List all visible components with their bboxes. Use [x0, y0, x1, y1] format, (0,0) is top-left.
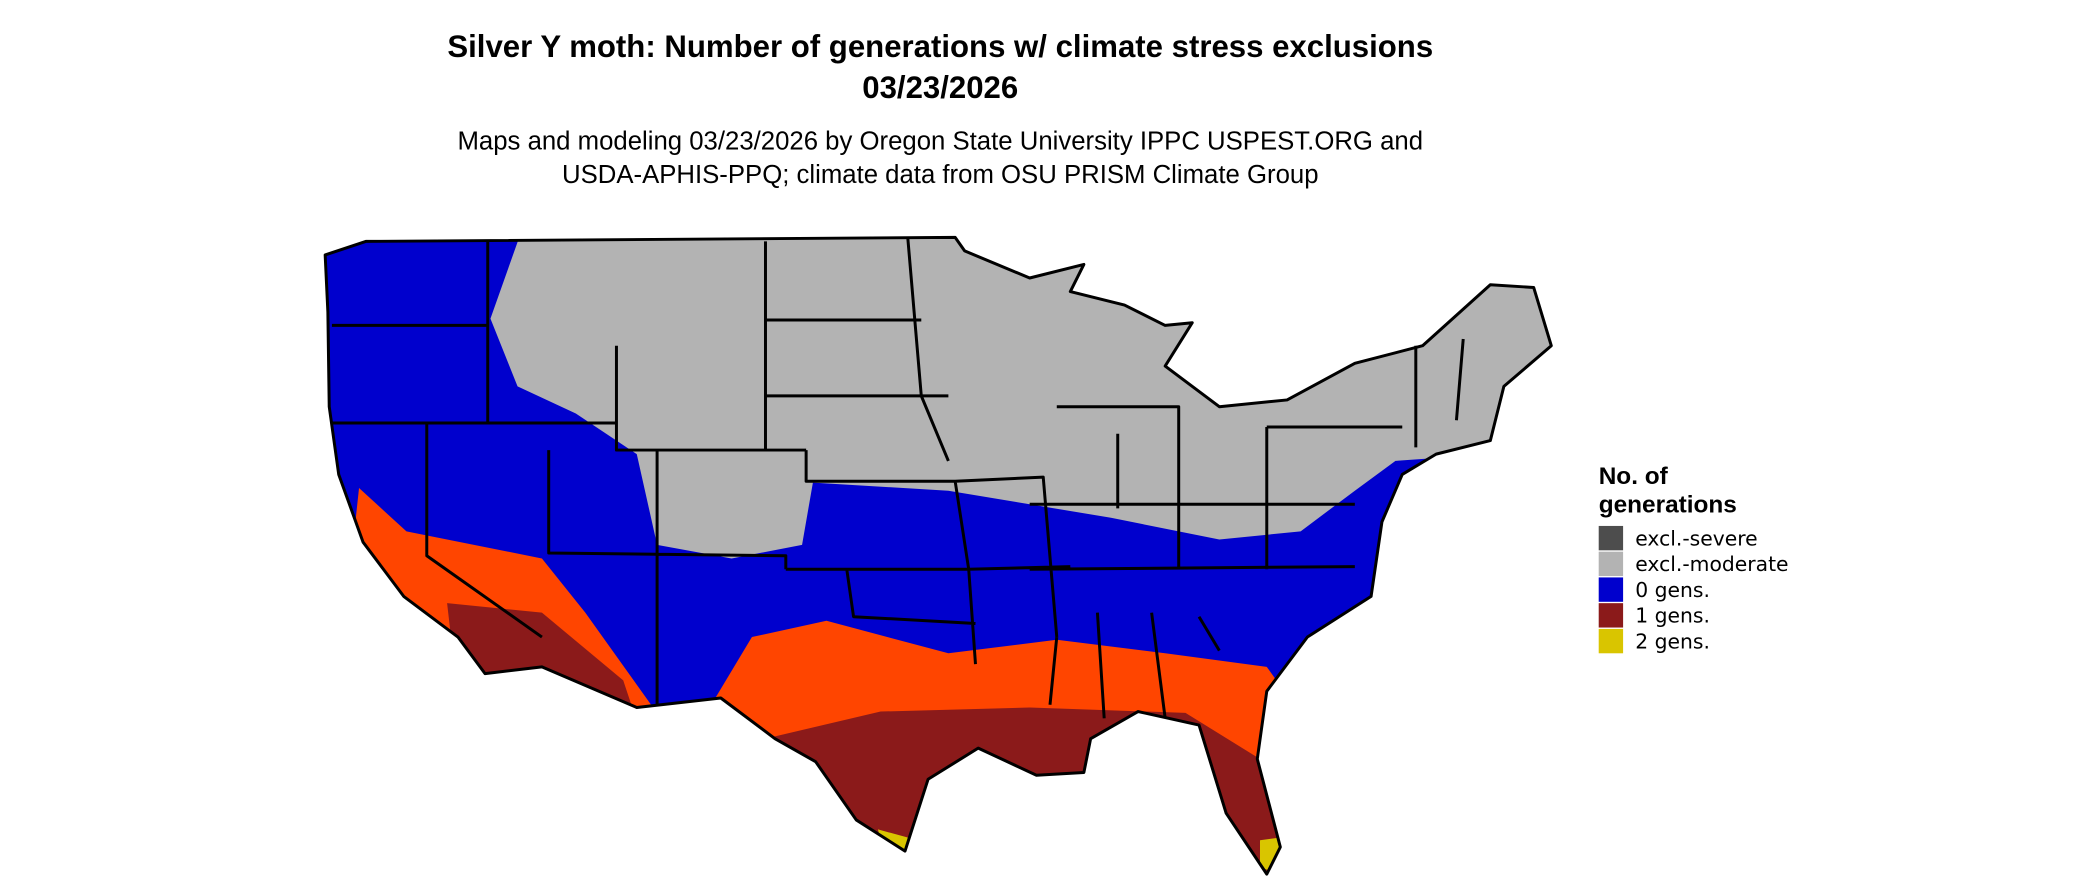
legend: No. of generations excl.-severeexcl.-mod…	[1598, 463, 1789, 654]
subtitle-line: USDA-APHIS-PPQ; climate data from OSU PR…	[562, 161, 1319, 189]
legend-title: No. of	[1599, 463, 1669, 490]
title-line: 03/23/2026	[862, 70, 1018, 105]
legend-label: 0 gens.	[1635, 578, 1710, 602]
legend-title: generations	[1599, 491, 1737, 518]
legend-swatch	[1598, 577, 1624, 602]
map-fill	[325, 237, 1552, 875]
legend-label: excl.-severe	[1635, 526, 1757, 550]
zone-1-gens	[758, 707, 1294, 875]
subtitle-line: Maps and modeling 03/23/2026 by Oregon S…	[457, 127, 1423, 155]
state-borders	[323, 235, 1553, 876]
legend-label: 1 gens.	[1635, 604, 1710, 628]
legend-swatch	[1598, 603, 1624, 628]
zone-2-gens	[877, 829, 1281, 875]
title-line: Silver Y moth: Number of generations w/ …	[447, 29, 1433, 64]
legend-label: excl.-moderate	[1635, 552, 1788, 576]
legend-label: 2 gens.	[1635, 629, 1710, 653]
legend-swatch	[1598, 551, 1624, 577]
legend-swatch	[1598, 525, 1624, 551]
legend-swatch	[1598, 628, 1624, 654]
